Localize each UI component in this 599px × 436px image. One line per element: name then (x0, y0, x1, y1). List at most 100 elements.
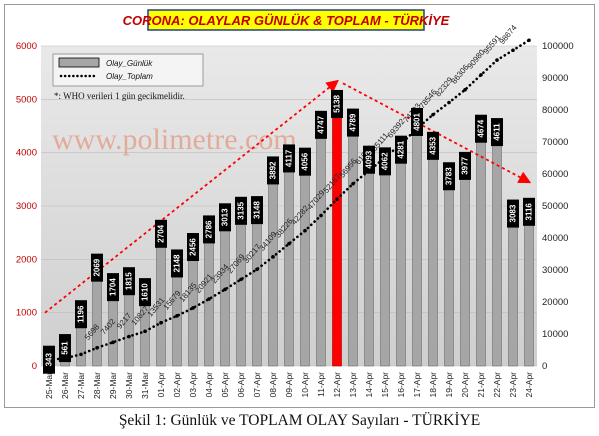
x-tick-label: 06-Apr (236, 372, 246, 398)
x-tick-label: 08-Apr (268, 372, 278, 398)
right-tick-label: 100000 (542, 41, 574, 52)
daily-value-label: 4117 (285, 149, 294, 167)
daily-value-label: 2456 (189, 238, 198, 256)
daily-value-label: 3783 (445, 167, 454, 185)
x-tick-label: 24-Apr (524, 372, 534, 398)
right-axis: 0 10000 20000 30000 40000 50000 60000 70000 8000… (542, 41, 574, 372)
daily-label-bg (379, 147, 391, 176)
daily-label-bg (235, 196, 247, 225)
daily-value-label: 3135 (237, 201, 246, 219)
total-point (111, 340, 115, 345)
total-line (47, 38, 531, 362)
daily-label-bg (331, 89, 343, 118)
daily-value-label: 3116 (525, 203, 534, 221)
x-tick-label: 20-Apr (460, 372, 470, 398)
daily-label-bg (443, 162, 455, 191)
x-tick-label: 26-Mar (60, 372, 70, 399)
total-point (287, 241, 291, 246)
daily-label-bg (315, 110, 327, 139)
total-point (351, 181, 355, 186)
x-tick-label: 10-Apr (300, 372, 310, 398)
total-point (511, 48, 515, 53)
bar (332, 91, 342, 367)
daily-value-label: 1610 (141, 283, 150, 301)
x-tick-label: 29-Mar (108, 372, 118, 399)
x-tick-label: 04-Apr (204, 372, 214, 398)
daily-value-label: 2786 (205, 220, 214, 238)
x-tick-label: 07-Apr (252, 372, 262, 398)
bar (444, 163, 454, 367)
total-point (175, 314, 179, 318)
bar (492, 119, 502, 367)
daily-value-label: 561 (61, 341, 70, 355)
total-point (431, 112, 435, 117)
total-point (143, 329, 147, 334)
daily-label-bg (43, 345, 55, 374)
daily-value-label: 4056 (301, 152, 310, 170)
bar (300, 149, 310, 367)
daily-value-label: 5138 (333, 95, 342, 113)
daily-value-label: 2704 (157, 224, 166, 242)
daily-label-bg (395, 135, 407, 164)
right-tick-label: 50000 (542, 201, 568, 212)
daily-label-bg (75, 300, 87, 329)
daily-value-label: 3013 (221, 208, 230, 226)
daily-label-bg (475, 114, 487, 143)
daily-label-bg (299, 147, 311, 176)
x-tick-label: 27-Mar (76, 372, 86, 399)
legend: Olay_Günlük Olay_Toplam (52, 53, 204, 87)
total-point (255, 267, 259, 272)
x-axis-ticks: 25-Mar 26-Mar 27-Mar 28-Mar 29-Mar 30-Mar 31-M… (44, 372, 534, 399)
x-tick-label: 22-Apr (492, 372, 502, 398)
right-tick-label: 20000 (542, 297, 568, 308)
bar (380, 149, 390, 367)
legend-total-label: Olay_Toplam (106, 72, 153, 81)
daily-value-label: 4093 (365, 150, 374, 168)
bar (396, 137, 406, 367)
total-point (191, 306, 195, 310)
left-tick-label: 4000 (16, 148, 37, 159)
daily-value-label: 1815 (125, 272, 134, 290)
daily-value-label: 4789 (349, 113, 358, 131)
bar (348, 110, 358, 367)
total-point (319, 213, 323, 218)
x-tick-label: 19-Apr (444, 372, 454, 398)
total-point (223, 287, 227, 292)
right-tick-label: 40000 (542, 233, 568, 244)
daily-label-bg (59, 334, 71, 363)
x-tick-label: 09-Apr (284, 372, 294, 398)
x-tick-label: 16-Apr (396, 372, 406, 398)
bar (316, 112, 326, 367)
total-point (127, 334, 131, 339)
figure-caption: Şekil 1: Günlük ve TOPLAM OLAY Sayıları … (118, 412, 481, 429)
daily-value-label: 4062 (381, 152, 390, 170)
right-tick-label: 90000 (542, 73, 568, 84)
left-tick-label: 6000 (16, 41, 37, 52)
x-tick-label: 14-Apr (364, 372, 374, 398)
left-tick-label: 3000 (16, 201, 37, 212)
bar (460, 153, 470, 367)
left-tick-label: 1000 (16, 308, 37, 319)
daily-value-label: 3083 (509, 204, 518, 222)
daily-label-bg (427, 131, 439, 160)
daily-label-bg (91, 253, 103, 282)
daily-label-bg (523, 197, 535, 226)
daily-value-label: 4281 (397, 140, 406, 158)
x-tick-label: 15-Apr (380, 372, 390, 398)
x-tick-label: 02-Apr (172, 372, 182, 398)
bar (364, 147, 374, 367)
x-tick-label: 18-Apr (428, 372, 438, 398)
right-tick-label: 80000 (542, 105, 568, 116)
legend-bar-swatch (58, 57, 100, 68)
daily-label-bg (267, 156, 279, 185)
daily-value-label: 343 (45, 352, 54, 366)
daily-label-bg (491, 118, 503, 147)
daily-label-bg (459, 151, 471, 180)
total-point (95, 345, 99, 350)
right-tick-label: 60000 (542, 169, 568, 180)
daily-value-label: 4747 (317, 115, 326, 133)
total-point (303, 228, 307, 233)
daily-value-label: 3892 (269, 161, 278, 179)
total-point (447, 100, 451, 105)
total-point (463, 88, 467, 92)
